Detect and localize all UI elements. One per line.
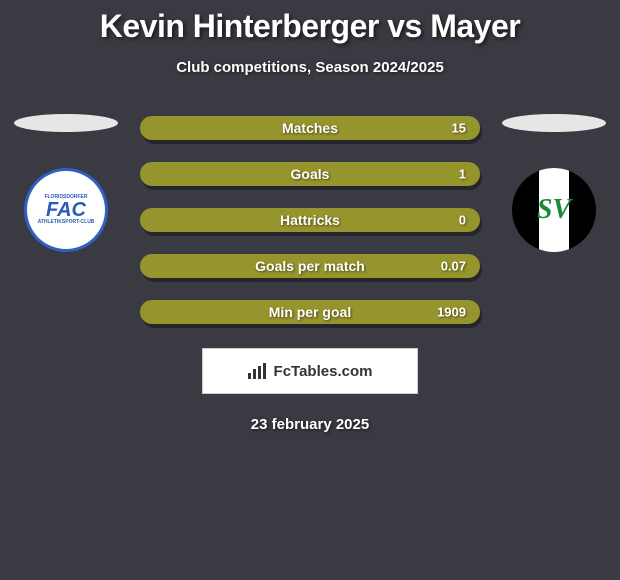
bar-fill: Goals 1 xyxy=(140,162,480,186)
stat-label: Goals per match xyxy=(255,258,365,274)
subtitle: Club competitions, Season 2024/2025 xyxy=(0,59,620,76)
stat-label: Hattricks xyxy=(280,212,340,228)
stat-label: Goals xyxy=(291,166,330,182)
comparison-card: Kevin Hinterberger vs Mayer Club competi… xyxy=(0,0,620,433)
left-player-column: FLORIDSDORFER FAC ATHLETIKSPORT-CLUB xyxy=(10,114,122,252)
stat-row: Matches 15 xyxy=(140,116,480,140)
bar-fill: Min per goal 1909 xyxy=(140,300,480,324)
stat-value-right: 0 xyxy=(459,213,466,228)
brand-box[interactable]: FcTables.com xyxy=(202,348,418,394)
bar-fill: Matches 15 xyxy=(140,116,480,140)
stat-row: Goals per match 0.07 xyxy=(140,254,480,278)
stat-row: Goals 1 xyxy=(140,162,480,186)
brand-text: FcTables.com xyxy=(274,363,373,380)
stat-label: Matches xyxy=(282,120,338,136)
right-player-pill xyxy=(502,114,606,132)
fac-logo-text: FLORIDSDORFER FAC ATHLETIKSPORT-CLUB xyxy=(38,195,95,225)
right-club-logo: SV xyxy=(512,168,596,252)
stat-row: Min per goal 1909 xyxy=(140,300,480,324)
stat-value-right: 0.07 xyxy=(441,259,466,274)
stat-value-right: 15 xyxy=(452,121,466,136)
comparison-body: FLORIDSDORFER FAC ATHLETIKSPORT-CLUB Mat… xyxy=(0,114,620,324)
stat-value-right: 1909 xyxy=(437,305,466,320)
bar-chart-icon xyxy=(248,363,268,379)
date-text: 23 february 2025 xyxy=(0,416,620,433)
page-title: Kevin Hinterberger vs Mayer xyxy=(0,8,620,45)
stat-label: Min per goal xyxy=(269,304,351,320)
bar-fill: Goals per match 0.07 xyxy=(140,254,480,278)
left-club-logo: FLORIDSDORFER FAC ATHLETIKSPORT-CLUB xyxy=(24,168,108,252)
bar-fill: Hattricks 0 xyxy=(140,208,480,232)
stat-row: Hattricks 0 xyxy=(140,208,480,232)
right-player-column: SV xyxy=(498,114,610,252)
svr-logo-text: SV xyxy=(537,194,571,226)
left-player-pill xyxy=(14,114,118,132)
stat-value-right: 1 xyxy=(459,167,466,182)
stat-bars: Matches 15 Goals 1 Hattricks 0 xyxy=(140,114,480,324)
